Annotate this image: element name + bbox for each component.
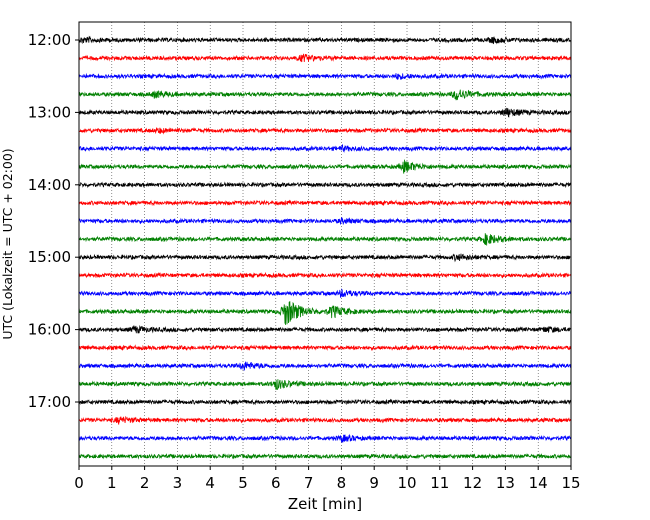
x-tick-label: 1 (107, 474, 117, 492)
x-tick-label: 10 (397, 474, 416, 492)
x-tick-label: 5 (238, 474, 248, 492)
trace-1300 (78, 107, 572, 118)
y-tick-label: 14:00 (28, 176, 71, 194)
x-tick-label: 8 (337, 474, 347, 492)
trace-1330 (78, 143, 572, 153)
trace-1400 (78, 181, 572, 189)
trace-1415 (78, 199, 572, 207)
y-tick-label: 16:00 (28, 321, 71, 339)
x-tick-label: 15 (561, 474, 580, 492)
y-axis-label: UTC (Lokalzeit = UTC + 02:00) (0, 148, 15, 339)
x-tick-label: 13 (496, 474, 515, 492)
x-tick-label: 4 (205, 474, 215, 492)
trace-1345 (78, 159, 572, 174)
trace-1715 (78, 415, 572, 425)
trace-1700 (78, 398, 572, 406)
y-tick-label: 13:00 (28, 103, 71, 121)
trace-1530 (78, 288, 572, 298)
trace-1630 (78, 361, 572, 372)
x-tick-label: 0 (74, 474, 84, 492)
trace-1645 (78, 379, 572, 390)
trace-1515 (78, 271, 572, 279)
trace-1200 (78, 35, 572, 45)
trace-1245 (78, 89, 572, 101)
plot-frame (78, 21, 572, 467)
x-axis-label: Zeit [min] (288, 495, 362, 513)
trace-1445 (78, 233, 572, 246)
x-tick-label: 9 (369, 474, 379, 492)
x-tick-label: 3 (173, 474, 183, 492)
trace-1215 (78, 53, 572, 63)
trace-1600 (78, 324, 572, 334)
trace-1315 (78, 127, 572, 135)
trace-1430 (78, 217, 572, 226)
trace-1615 (78, 344, 572, 352)
x-tick-label: 7 (304, 474, 314, 492)
x-tick-label: 11 (430, 474, 449, 492)
seismogram-traces (78, 35, 572, 460)
trace-1730 (78, 433, 572, 443)
trace-1500 (78, 253, 572, 263)
y-tick-label: 12:00 (28, 31, 71, 49)
x-tick-label: 12 (463, 474, 482, 492)
trace-1545 (78, 301, 572, 326)
trace-1745 (78, 452, 572, 460)
x-axis-ticks: 0 1 2 3 4 5 6 7 8 9 10 11 12 13 14 15 (74, 466, 581, 492)
x-tick-label: 14 (529, 474, 548, 492)
x-tick-label: 6 (271, 474, 281, 492)
y-axis-ticks: 12:00 13:00 14:00 15:00 16:00 17:00 (28, 31, 79, 411)
trace-1230 (78, 72, 572, 80)
y-tick-label: 17:00 (28, 393, 71, 411)
x-tick-label: 2 (140, 474, 150, 492)
y-tick-label: 15:00 (28, 248, 71, 266)
